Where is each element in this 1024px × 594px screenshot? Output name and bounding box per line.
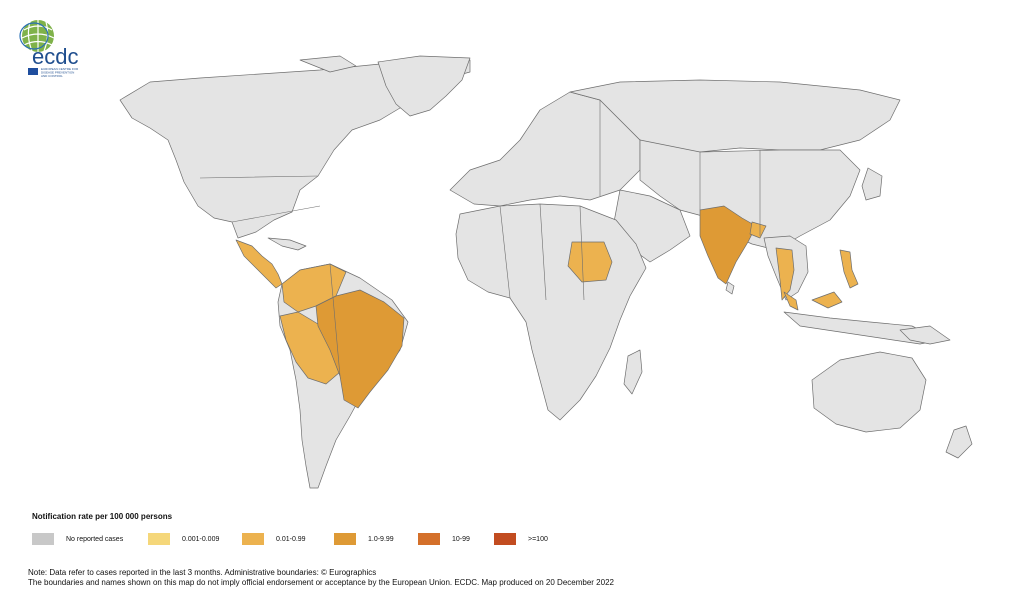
region-greenland [377, 55, 471, 117]
eu-flag-icon [28, 68, 38, 75]
region-brazil [315, 289, 405, 409]
region-caribbean [267, 237, 307, 251]
legend: No reported cases 0.001-0.009 0.01-0.99 … [32, 532, 592, 546]
world-map [119, 55, 973, 489]
legend-swatch [32, 533, 54, 545]
region-sudan [567, 241, 613, 283]
region-india [699, 205, 757, 285]
region-japan [861, 167, 883, 201]
legend-swatch [242, 533, 264, 545]
region-arctic-islands [299, 55, 357, 73]
region-philippines [839, 249, 859, 289]
legend-swatch [418, 533, 440, 545]
logo-subtitle-2: DISEASE PREVENTION [41, 71, 74, 75]
legend-label: 0.01-0.99 [276, 535, 306, 543]
legend-item-0001: 0.001-0.009 [148, 532, 219, 546]
legend-swatch [494, 533, 516, 545]
legend-item-1: 1.0-9.99 [334, 532, 394, 546]
legend-swatch [334, 533, 356, 545]
border-lines [199, 100, 761, 377]
legend-item-no-cases: No reported cases [32, 532, 123, 546]
logo-subtitle-3: AND CONTROL [41, 74, 63, 78]
legend-item-001: 0.01-0.99 [242, 532, 306, 546]
globe-icon [19, 20, 55, 52]
legend-swatch [148, 533, 170, 545]
region-peru-bolivia [279, 311, 341, 385]
region-australia [811, 351, 927, 433]
legend-label: No reported cases [66, 535, 124, 543]
legend-label: 0.001-0.009 [182, 535, 220, 543]
logo-subtitle-1: EUROPEAN CENTRE FOR [41, 67, 79, 71]
region-sri-lanka [725, 281, 735, 295]
logo-wordmark: ecdc [32, 44, 78, 69]
region-new-zealand [945, 425, 973, 459]
region-thailand [775, 247, 795, 301]
legend-label: >=100 [528, 535, 548, 543]
region-north-america [119, 57, 471, 239]
legend-item-100: >=100 [494, 532, 548, 546]
region-bangladesh [749, 221, 767, 239]
footnote-disclaimer: The boundaries and names shown on this m… [28, 578, 614, 587]
legend-label: 10-99 [452, 535, 470, 543]
legend-title: Notification rate per 100 000 persons [32, 512, 173, 521]
region-malaysia [783, 291, 843, 311]
region-central-america [235, 239, 283, 289]
region-africa [455, 203, 647, 421]
region-madagascar [623, 349, 643, 395]
legend-item-10: 10-99 [418, 532, 470, 546]
footnote-data: Note: Data refer to cases reported in th… [28, 568, 377, 577]
region-papua [899, 325, 951, 345]
legend-label: 1.0-9.99 [368, 535, 394, 543]
ecdc-logo: ecdc EUROPEAN CENTRE FOR DISEASE PREVENT… [19, 20, 79, 78]
